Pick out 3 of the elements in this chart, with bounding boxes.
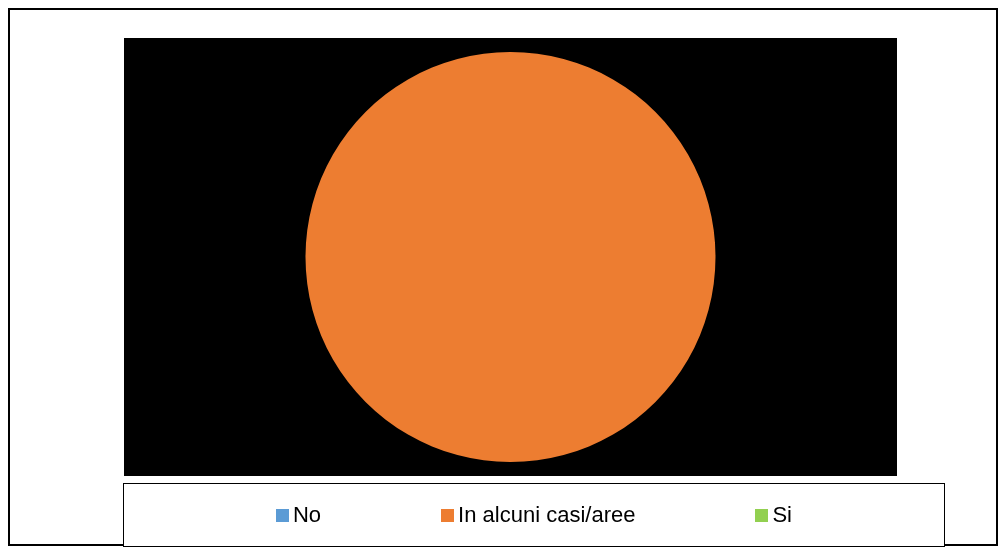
legend-label: Si <box>772 502 792 528</box>
legend-label: In alcuni casi/aree <box>458 502 636 528</box>
legend-label: No <box>292 502 322 528</box>
